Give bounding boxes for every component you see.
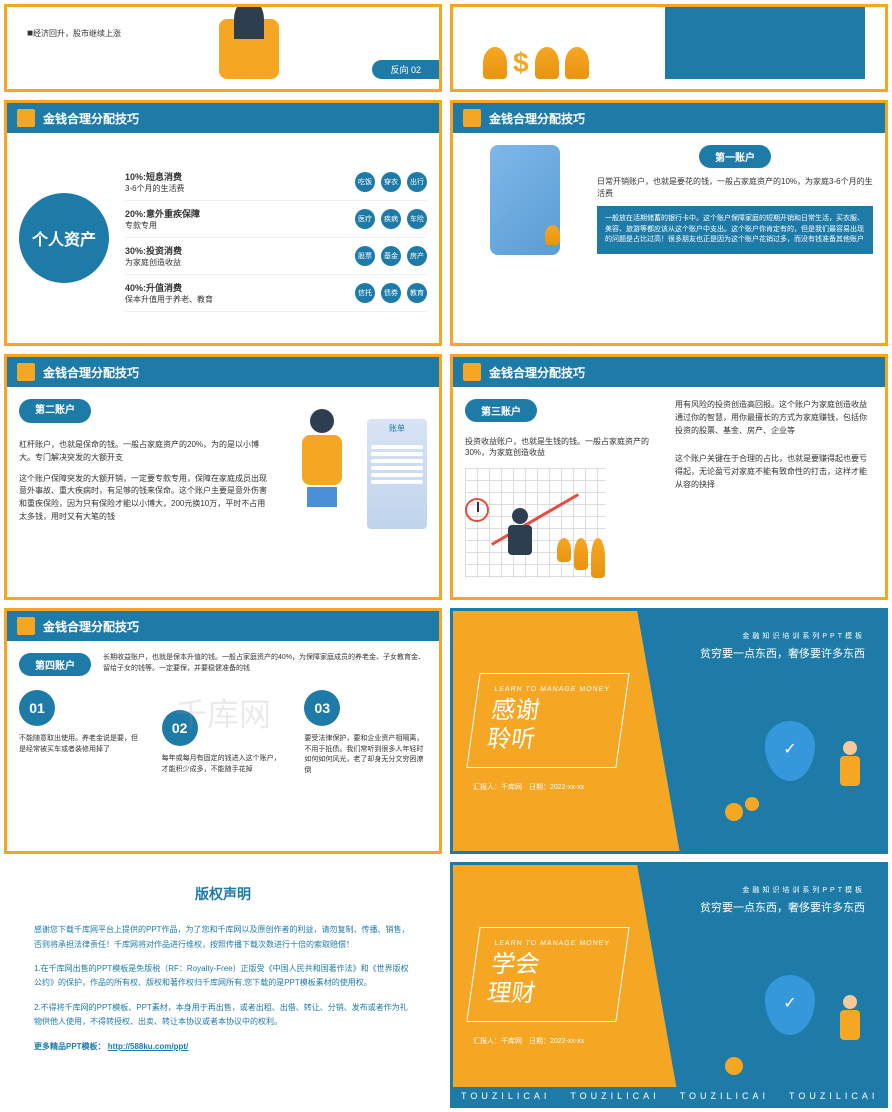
header-title: 金钱合理分配技巧 — [489, 364, 585, 381]
slide-title: 金融知识培训系列PPT模板 贫穷要一点东西，奢侈要许多东西 LEARN TO M… — [450, 862, 888, 1108]
slide-partial-1: ■ 经济回升，股市继续上涨 反向 02 — [4, 4, 442, 92]
num-circle: 01 — [19, 690, 55, 726]
title-box: LEARN TO MANAGE MONEY 学会 理财 — [466, 927, 629, 1022]
slide4-intro: 日常开销账户，也就是要花的钱，一般占家庭资产的10%，为家庭3-6个月的生活费 — [597, 176, 873, 200]
header-title: 金钱合理分配技巧 — [489, 110, 585, 127]
dollar-icon: $ — [513, 47, 529, 79]
slide5-para1: 杠杆账户，也就是保命的钱。一般占家庭资产的20%，为的是以小博大。专门解决突发的… — [19, 439, 271, 465]
slide-account2: 金钱合理分配技巧 第二账户 杠杆账户，也就是保命的钱。一般占家庭资产的20%，为… — [4, 354, 442, 600]
asset-list: 10%:短息消费3-6个月的生活费 吃饭 穿衣 出行 20%:意外重疾保障专款专… — [125, 164, 427, 312]
slide5-para2: 这个账户保障突发的大额开销，一定要专款专用，保障在家庭成员出现意外事故、重大疾病… — [19, 473, 271, 524]
title-quote: 贫穷要一点东西，奢侈要许多东西 — [473, 645, 865, 661]
num-circle: 03 — [304, 690, 340, 726]
header-title: 金钱合理分配技巧 — [43, 618, 139, 635]
copyright-para: 2.不得将千库网的PPT模板、PPT素材，本身用于再出售，或者出租、出借、转让、… — [34, 1001, 412, 1030]
numbered-item: 03 要受法律保护，要和企业资产相隔离，不用于抵债。我们常听到很多人年轻时如何如… — [304, 690, 427, 776]
copyright-link[interactable]: http://588ku.com/ppt/ — [108, 1042, 188, 1051]
slide7-intro: 长期收益账户，也就是保本升值的钱。一般占家庭资产的40%，为保障家庭成员的养老金… — [103, 653, 427, 674]
slide-account4: 金钱合理分配技巧 第四账户 长期收益账户，也就是保本升值的钱。一般占家庭资产的4… — [4, 608, 442, 854]
account-badge: 第一账户 — [699, 145, 771, 168]
slide-account1: 金钱合理分配技巧 第一账户 日常开销账户，也就是要花的钱，一般占家庭资产的10%… — [450, 100, 888, 346]
slide6-right2: 这个账户关键在于合理的占比，也就是要赚得起也要亏得起，无论盈亏对家庭不能有致命性… — [675, 453, 873, 491]
asset-item: 40%:升值消费保本升值用于养老、教育 信托 债券 教育 — [125, 275, 427, 312]
copyright-para: 1.在千库网出售的PPT模板是免版税（RF：Royalty-Free）正版受《中… — [34, 962, 412, 991]
slide-header: 金钱合理分配技巧 — [453, 357, 885, 387]
slide-thanks: 金融知识培训系列PPT模板 贫穷要一点东西，奢侈要许多东西 LEARN TO M… — [450, 608, 888, 854]
title-subtitle: 金融知识培训系列PPT模板 — [473, 631, 865, 641]
slide-copyright: 版权声明 感谢您下载千库网平台上提供的PPT作品，为了您和千库网以及原创作者的利… — [4, 862, 442, 1108]
header-icon — [17, 363, 35, 381]
header-icon — [463, 109, 481, 127]
asset-circle: 个人资产 — [19, 193, 109, 283]
slide-account3: 金钱合理分配技巧 第三账户 投资收益账户，也就是生钱的钱。一般占家庭资产的30%… — [450, 354, 888, 600]
copyright-para: 感谢您下载千库网平台上提供的PPT作品，为了您和千库网以及原创作者的利益，请勿复… — [34, 923, 412, 952]
header-title: 金钱合理分配技巧 — [43, 110, 139, 127]
account-badge: 第四账户 — [19, 653, 91, 676]
chart-illustration — [465, 468, 605, 578]
slide2-panel — [665, 7, 865, 79]
phone-illustration — [465, 145, 585, 265]
slide6-para1: 投资收益账户，也就是生钱的钱。一般占家庭资产的30%，为家庭创造收益 — [465, 436, 663, 458]
slide-header: 金钱合理分配技巧 — [7, 103, 439, 133]
asset-item: 10%:短息消费3-6个月的生活费 吃饭 穿衣 出行 — [125, 164, 427, 201]
person-illustration: 账单 — [287, 399, 427, 559]
title-footer: 汇报人：千库网 日期：2022-xx-xx — [473, 1036, 865, 1046]
header-icon — [17, 109, 35, 127]
account-badge: 第三账户 — [465, 399, 537, 422]
slide-partial-2: $ — [450, 4, 888, 92]
numbered-item: 02 每年或每月有固定的钱进入这个账户，才能积少成多，不能随手花掉 — [162, 690, 285, 776]
copyright-title: 版权声明 — [34, 882, 412, 907]
slide6-right1: 用有风险的投资创造高回报。这个账户为家庭创造收益通过你的智慧，用你最擅长的方式为… — [675, 399, 873, 437]
slide1-badge: 反向 02 — [372, 60, 439, 79]
num-circle: 02 — [162, 710, 198, 746]
title-footer: 汇报人：千库网 日期：2022-xx-xx — [473, 782, 865, 792]
slide-grid: ■ 经济回升，股市继续上涨 反向 02 $ 金钱合理分配技巧 个人资产 — [0, 0, 892, 1112]
slide4-box: 一般放在活期储蓄的银行卡中。这个账户保障家庭的短期开销和日常生活，买衣服、美容、… — [597, 206, 873, 254]
asset-item: 30%:投资消费为家庭创造收益 股票 基金 房产 — [125, 238, 427, 275]
numbered-item: 01 不能随意取出使用。养老金说是要，但是经常被买车或者装修用掉了 — [19, 690, 142, 776]
slide-header: 金钱合理分配技巧 — [7, 357, 439, 387]
title-quote: 贫穷要一点东西，奢侈要许多东西 — [473, 899, 865, 915]
slide-header: 金钱合理分配技巧 — [7, 611, 439, 641]
title-box: LEARN TO MANAGE MONEY 感谢 聆听 — [466, 673, 629, 768]
account-badge: 第二账户 — [19, 399, 91, 423]
slide-header: 金钱合理分配技巧 — [453, 103, 885, 133]
header-icon — [17, 617, 35, 635]
slide1-text: 经济回升，股市继续上涨 — [33, 28, 121, 39]
header-title: 金钱合理分配技巧 — [43, 364, 139, 381]
coins-illustration: $ — [483, 47, 589, 79]
header-icon — [463, 363, 481, 381]
asset-item: 20%:意外重疾保障专款专用 医疗 疾病 车险 — [125, 201, 427, 238]
slide-assets: 金钱合理分配技巧 个人资产 10%:短息消费3-6个月的生活费 吃饭 穿衣 出行… — [4, 100, 442, 346]
title-subtitle: 金融知识培训系列PPT模板 — [473, 885, 865, 895]
